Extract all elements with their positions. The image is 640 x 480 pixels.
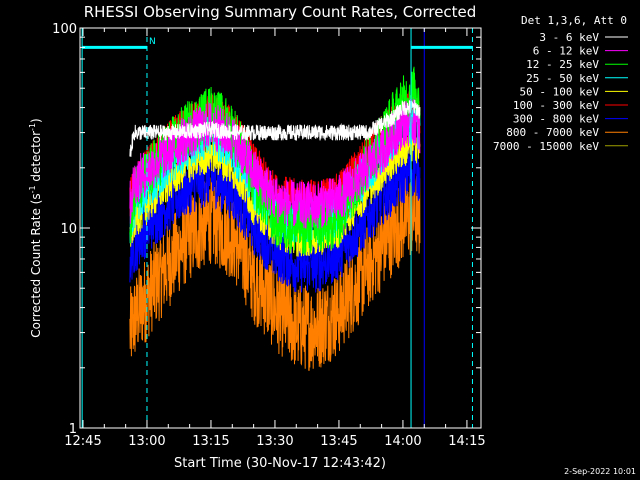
series-line-6 [129, 143, 421, 293]
x-tick-label-3: 13:30 [256, 434, 293, 449]
y-axis-label-mid: detector [29, 131, 43, 186]
y-axis-label-end: ) [29, 118, 43, 123]
x-tick-label-0: 12:45 [64, 434, 101, 449]
y-tick-label-1: 10 [60, 222, 77, 237]
legend-label-2: 12 - 25 keV [526, 58, 599, 71]
x-tick-label-6: 14:15 [448, 434, 485, 449]
legend-label-5: 100 - 300 keV [513, 99, 599, 112]
series-line-0 [129, 99, 421, 157]
x-tick-label-4: 13:45 [320, 434, 357, 449]
legend-label-3: 25 - 50 keV [526, 72, 599, 85]
series-line-1 [129, 98, 421, 230]
y-axis: 1 10 100 [52, 22, 481, 437]
chart-title: RHESSI Observing Summary Count Rates, Co… [84, 3, 477, 21]
y-tick-label-2: 100 [52, 22, 77, 37]
y-axis-label-main: Corrected Count Rate (s [29, 193, 43, 337]
x-tick-label-1: 13:00 [128, 434, 165, 449]
legend-header: Det 1,3,6, Att 0 [521, 14, 627, 27]
x-axis: 12:45 13:00 13:15 13:30 13:45 14:00 14:15 [64, 28, 486, 449]
flag-label: N [149, 37, 156, 47]
legend-label-7: 800 - 7000 keV [506, 126, 599, 139]
legend-label-1: 6 - 12 keV [533, 45, 600, 58]
footer-date: 2-Sep-2022 10:01 [564, 467, 636, 476]
y-axis-label: Corrected Count Rate (s-1 detector-1) [28, 118, 43, 337]
series-line-7 [129, 172, 421, 371]
x-tick-label-2: 13:15 [192, 434, 229, 449]
x-tick-label-5: 14:00 [384, 434, 421, 449]
legend-label-4: 50 - 100 keV [520, 85, 600, 98]
y-axis-label-sup1: -1 [28, 185, 37, 193]
legend-label-8: 7000 - 15000 keV [493, 140, 599, 153]
y-axis-label-sup2: -1 [28, 123, 37, 131]
y-tick-label-0: 1 [69, 422, 77, 437]
series-layer [129, 66, 421, 371]
x-axis-label: Start Time (30-Nov-17 12:43:42) [174, 456, 386, 471]
legend-label-0: 3 - 6 keV [539, 31, 599, 44]
overlay-layer [81, 28, 473, 428]
legend-label-6: 300 - 800 keV [513, 113, 599, 126]
